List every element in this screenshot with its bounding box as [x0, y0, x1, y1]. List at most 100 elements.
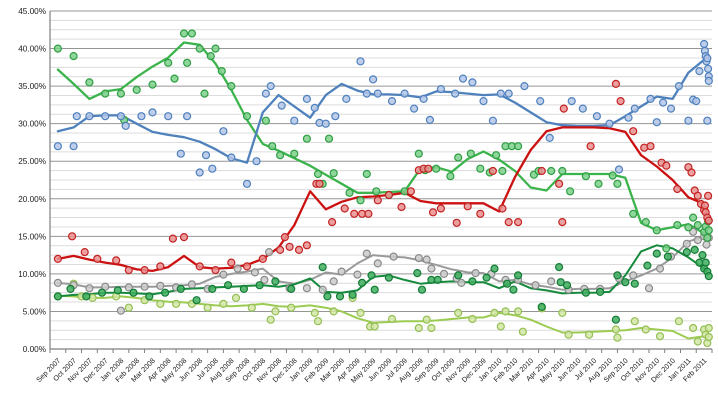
poll-point-green — [414, 149, 423, 158]
poll-point-dark-green — [318, 263, 327, 272]
poll-point-light-green — [468, 314, 477, 324]
poll-point-dark-green — [562, 281, 572, 290]
poll-point-green — [565, 187, 575, 196]
poll-point-blue — [101, 112, 110, 121]
poll-point-red — [384, 190, 393, 200]
poll-point-dark-green — [113, 286, 122, 295]
poll-point-blue — [400, 89, 409, 98]
poll-point-dark-green — [613, 271, 622, 280]
poll-point-light-green — [564, 330, 573, 339]
poll-point-red — [687, 168, 696, 177]
poll-point-red — [424, 164, 433, 173]
poll-point-light-green — [513, 307, 523, 316]
poll-point-red — [93, 254, 102, 263]
poll-point-red — [646, 142, 655, 151]
trend-line-light-green — [56, 294, 706, 340]
poll-point-green — [476, 164, 485, 173]
poll-point-green — [211, 44, 220, 53]
poll-point-gray — [362, 249, 371, 258]
poll-point-light-green — [387, 314, 397, 324]
poll-point-green — [688, 213, 698, 222]
poll-point-blue — [356, 57, 365, 66]
poll-point-blue — [520, 81, 529, 91]
poll-point-dark-green — [287, 284, 296, 293]
poll-point-dark-green — [176, 284, 185, 293]
poll-point-dark-green — [690, 245, 699, 254]
poll-point-green — [641, 218, 650, 227]
poll-point-green — [69, 51, 78, 61]
poll-point-red — [513, 218, 523, 227]
poll-point-green — [513, 142, 523, 151]
poll-point-green — [227, 81, 236, 91]
poll-point-red — [294, 245, 304, 254]
poll-point-red — [586, 142, 595, 151]
poll-point-dark-green — [682, 248, 691, 257]
poll-point-blue — [703, 54, 712, 63]
poll-point-blue — [362, 89, 371, 98]
poll-point-blue — [266, 81, 275, 91]
poll-point-red — [452, 218, 461, 227]
poll-point-blue — [137, 112, 146, 121]
poll-point-gray — [337, 267, 346, 276]
poll-point-green — [629, 209, 638, 218]
poll-point-red — [80, 248, 89, 257]
poll-point-light-green — [518, 327, 528, 336]
poll-point-green — [324, 134, 334, 143]
poll-point-light-green — [124, 303, 133, 312]
poll-point-blue — [369, 75, 378, 84]
poll-point-blue — [614, 165, 624, 174]
poll-point-red — [704, 216, 713, 225]
poll-point-dark-green — [611, 315, 621, 324]
poll-point-light-green — [641, 325, 650, 334]
poll-point-green — [313, 169, 323, 179]
poll-point-blue — [342, 94, 351, 104]
poll-point-red — [558, 218, 567, 227]
poll-point-light-green — [704, 323, 713, 333]
poll-point-green — [704, 226, 713, 235]
poll-point-green — [673, 221, 682, 230]
poll-point-light-green — [490, 308, 499, 317]
poll-point-dark-green — [503, 279, 512, 288]
poll-point-green — [53, 44, 63, 53]
poll-point-blue — [321, 119, 330, 128]
poll-point-gray — [702, 240, 711, 249]
poll-point-dark-green — [384, 273, 393, 282]
poll-point-green — [466, 149, 475, 158]
poll-point-red — [242, 262, 252, 271]
poll-point-blue — [630, 104, 639, 113]
poll-point-blue — [624, 113, 633, 122]
poll-point-dark-green — [468, 277, 477, 286]
poll-point-light-green — [454, 308, 463, 317]
poll-point-red — [504, 218, 513, 227]
poll-point-gray — [329, 277, 338, 286]
poll-point-red — [436, 204, 445, 213]
poll-point-blue — [227, 153, 236, 162]
poll-point-green — [498, 166, 507, 176]
poll-point-red — [211, 266, 220, 275]
poll-point-dark-green — [82, 292, 91, 301]
poll-point-dark-green — [192, 296, 201, 305]
poll-point-dark-green — [323, 292, 332, 301]
poll-point-red — [476, 209, 485, 218]
poll-point-light-green — [219, 299, 228, 308]
poll-point-red — [350, 209, 359, 218]
poll-point-gray — [265, 248, 274, 257]
poll-point-dark-green — [53, 292, 63, 301]
poll-point-green — [446, 172, 455, 181]
poll-point-dark-green — [417, 285, 427, 294]
poll-point-dark-green — [513, 271, 523, 280]
trend-line-red — [56, 126, 706, 273]
poll-point-blue — [646, 94, 655, 104]
poll-point-blue — [479, 96, 488, 106]
poll-point-dark-green — [581, 288, 591, 297]
poll-point-light-green — [611, 325, 621, 334]
poll-point-green — [217, 66, 226, 76]
poll-point-blue — [692, 96, 701, 106]
poll-point-blue — [545, 133, 554, 142]
poll-point-red — [463, 202, 472, 211]
poll-point-light-green — [630, 317, 639, 326]
poll-point-gray — [414, 254, 423, 263]
poll-point-gray — [250, 268, 259, 277]
poll-point-red — [168, 234, 177, 243]
poll-point-dark-green — [630, 279, 639, 288]
